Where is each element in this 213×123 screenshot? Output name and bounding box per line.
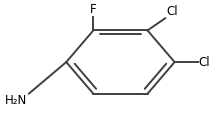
Text: F: F [90, 3, 97, 16]
Text: Cl: Cl [166, 5, 178, 18]
Text: H₂N: H₂N [5, 94, 27, 107]
Text: Cl: Cl [199, 56, 210, 69]
